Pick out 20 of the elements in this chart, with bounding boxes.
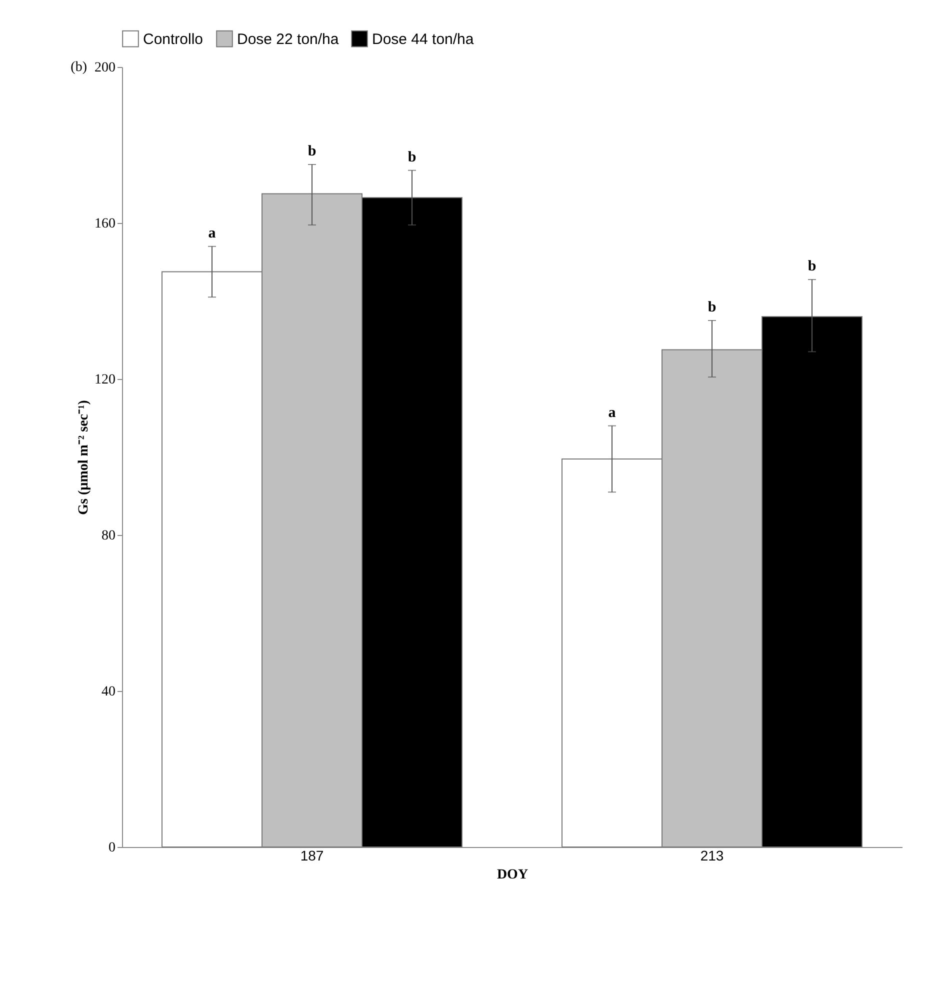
x-tick-label: 213	[700, 848, 724, 864]
data-label: b	[708, 300, 716, 316]
legend-label: Controllo	[143, 30, 204, 48]
legend-label: Dose 44 ton/ha	[372, 30, 474, 48]
y-tick-label: 0	[108, 840, 116, 856]
data-label: b	[808, 258, 816, 275]
data-label: a	[608, 404, 616, 421]
y-axis-title: Gs (µmol m⁻² sec⁻¹)	[76, 400, 92, 515]
x-tick-label: 187	[300, 848, 324, 864]
y-tick-label: 160	[94, 216, 116, 232]
y-tick-label: 40	[102, 684, 116, 700]
legend-label: Dose 22 ton/ha	[237, 30, 340, 48]
data-label: b	[408, 149, 416, 166]
y-tick-label: 120	[94, 372, 116, 388]
x-axis-title: DOY	[496, 868, 528, 882]
data-label: a	[208, 225, 216, 242]
y-tick-label: 200	[94, 60, 116, 76]
text: (b)	[70, 60, 88, 75]
data-label: b	[308, 144, 316, 160]
y-tick-label: 80	[102, 528, 116, 544]
